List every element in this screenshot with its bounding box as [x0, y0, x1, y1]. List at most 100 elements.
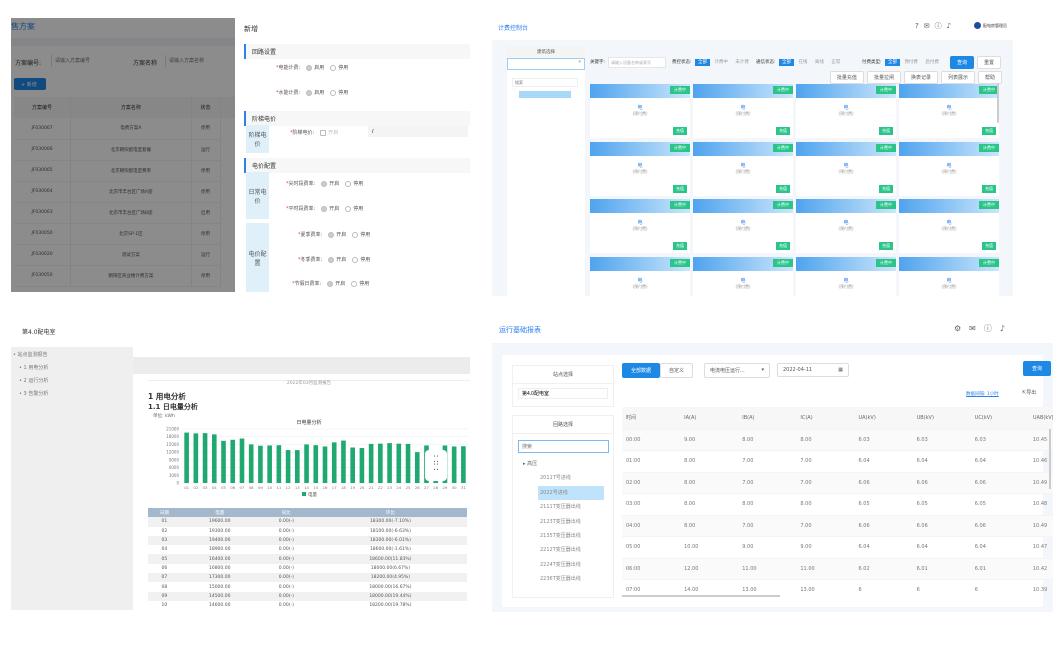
filter-option[interactable]: 离线	[814, 60, 824, 65]
ladder-checkbox[interactable]	[320, 129, 327, 136]
settings-icon[interactable]: ⚙	[954, 324, 970, 333]
filter-option[interactable]: 全部	[779, 59, 794, 66]
meter-card[interactable]: 计费中电(预付费)充值	[796, 84, 896, 138]
clock-icon[interactable]: ⓘ	[983, 324, 1000, 333]
radio-open[interactable]	[328, 256, 335, 263]
tree-root[interactable]: ▸ 高压	[523, 461, 538, 467]
avatar[interactable]	[974, 22, 981, 29]
radio-enable[interactable]	[306, 89, 313, 96]
plan-code-input[interactable]	[51, 55, 127, 67]
tree-item[interactable]: 2123T变压器出线	[540, 518, 581, 525]
tree-search-input[interactable]	[512, 78, 578, 87]
table-row[interactable]: JF030066 北京朝阳配电室套餐 运行	[14, 139, 235, 161]
horizontal-scrollbar[interactable]	[622, 595, 780, 597]
bell-icon[interactable]: ♪	[946, 22, 957, 30]
report-type-select[interactable]: 电流电压运行... ▾	[704, 363, 770, 378]
recharge-button[interactable]: 充值	[982, 242, 996, 250]
filter-option[interactable]: 计费中	[714, 60, 728, 65]
meter-card[interactable]: 计费中电(预付费)充值	[693, 199, 793, 253]
tab-all-data[interactable]: 全部数据	[622, 363, 661, 378]
keyword-input[interactable]: 请输入设备名称或表号	[608, 57, 666, 68]
radio-close[interactable]	[345, 180, 352, 187]
filter-option[interactable]: 后付费	[925, 60, 939, 65]
bell-icon[interactable]: ♪	[999, 324, 1013, 333]
table-row[interactable]: JF030020 测试方案 运行	[14, 244, 235, 266]
filter-option[interactable]: 正常	[831, 60, 841, 65]
action-button[interactable]: 列表展示	[940, 71, 975, 84]
meter-card[interactable]: 计费中电(预付费)充值	[590, 141, 690, 196]
action-button[interactable]: 帮助	[977, 71, 1002, 84]
recharge-button[interactable]: 充值	[879, 127, 893, 135]
nav-item[interactable]: • 2 运行分析	[19, 378, 49, 384]
table-row[interactable]: JF030050 朝阳区商业楼计费方案 停用	[14, 265, 235, 287]
reset-button[interactable]: 重置	[977, 56, 1002, 69]
mail-icon[interactable]: ✉	[923, 22, 935, 30]
table-row[interactable]: JF030067 电费方案A 停用	[14, 118, 235, 140]
recharge-button[interactable]: 充值	[673, 184, 687, 193]
info-icon[interactable]: ⓘ	[934, 22, 947, 30]
recharge-button[interactable]: 充值	[776, 127, 790, 135]
tree-item[interactable]: 2236T变压器出线	[540, 576, 581, 583]
site-input[interactable]	[518, 388, 608, 399]
recharge-button[interactable]: 充值	[776, 242, 790, 250]
filter-option[interactable]: 在线	[798, 60, 808, 65]
ladder-input[interactable]	[368, 126, 468, 137]
drag-handle-icon[interactable]: ⁚⁚ ⁚⁚	[425, 450, 447, 481]
recharge-button[interactable]: 充值	[879, 184, 893, 193]
building-select[interactable]: ▾	[507, 58, 585, 70]
date-picker[interactable]: 2022-04-11 ▦	[777, 363, 849, 377]
radio-open[interactable]	[321, 180, 328, 187]
loop-search-input[interactable]	[518, 440, 609, 453]
radio-open[interactable]	[328, 231, 335, 238]
recharge-button[interactable]: 充值	[982, 127, 996, 135]
recharge-button[interactable]: 充值	[879, 242, 893, 250]
radio-close[interactable]	[352, 231, 359, 238]
meter-card[interactable]: 计费中电(预付费)充值	[590, 84, 690, 138]
interval-link[interactable]: 数据间隔: 1小时	[966, 392, 999, 397]
radio-disable[interactable]	[330, 64, 337, 71]
meter-card[interactable]: 计费中电(预付费)充值	[899, 199, 999, 253]
filter-option[interactable]: 全部	[695, 59, 710, 66]
action-button[interactable]: 换表记录	[903, 71, 938, 84]
radio-close[interactable]	[345, 205, 352, 212]
table-row[interactable]: JF030065 北京朝阳配电室费率 停用	[14, 160, 235, 182]
tree-item[interactable]: 2111T变压器出线	[540, 504, 581, 511]
radio-disable[interactable]	[330, 89, 337, 96]
vertical-scrollbar[interactable]	[1049, 429, 1051, 489]
recharge-button[interactable]: 充值	[776, 184, 790, 193]
filter-option[interactable]: 未计费	[735, 60, 749, 65]
query-button[interactable]: 查询	[950, 56, 975, 69]
add-button[interactable]: + 新增	[14, 78, 46, 90]
recharge-button[interactable]: 充值	[673, 127, 687, 135]
filter-option[interactable]: 全部	[885, 59, 900, 66]
mail-icon[interactable]: ✉	[969, 324, 984, 333]
tree-node-selected[interactable]	[519, 91, 571, 98]
meter-card[interactable]: 计费中电(预付费)充值	[590, 199, 690, 253]
recharge-button[interactable]: 充值	[982, 184, 996, 193]
radio-close[interactable]	[352, 256, 359, 263]
recharge-button[interactable]: 充值	[673, 242, 687, 250]
legend-label[interactable]: 电量	[308, 491, 317, 498]
nav-item[interactable]: • 站点监测报告	[13, 352, 48, 358]
nav-item[interactable]: • 3 告警分析	[19, 391, 49, 397]
radio-enable[interactable]	[306, 64, 313, 71]
tree-item[interactable]: 2212T变压器出线	[540, 547, 581, 554]
plan-name-input[interactable]	[165, 55, 235, 67]
query-button[interactable]: 查询	[1023, 361, 1052, 376]
meter-card[interactable]: 计费中电(预付费)充值	[899, 84, 999, 138]
table-row[interactable]: JF030050 北京SP-1区 停用	[14, 223, 235, 245]
table-row[interactable]: JF030064 北京市丰台区广场A座 停用	[14, 181, 235, 203]
meter-card[interactable]: 计费中电(预付费)充值	[693, 141, 793, 196]
tree-item[interactable]: 2011T号进线	[540, 475, 571, 482]
meter-card[interactable]: 计费中电(预付费)充值	[796, 141, 896, 196]
tree-item[interactable]: 2022号进线	[538, 485, 604, 501]
meter-card[interactable]: 计费中电(预付费)充值	[899, 141, 999, 196]
tree-item[interactable]: 2224T变压器出线	[540, 561, 581, 568]
scrollbar[interactable]	[997, 83, 999, 123]
action-button[interactable]: 批量充值	[829, 71, 864, 84]
help-icon[interactable]: ?	[915, 22, 924, 30]
